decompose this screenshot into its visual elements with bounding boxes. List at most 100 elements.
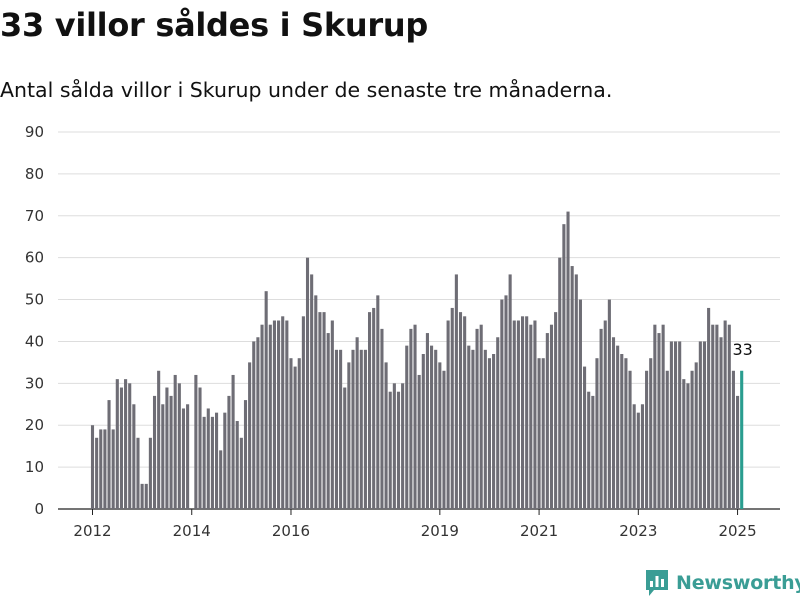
bar[interactable] bbox=[471, 349, 475, 509]
bar[interactable] bbox=[99, 429, 103, 509]
bar[interactable] bbox=[330, 320, 334, 510]
bar[interactable] bbox=[520, 316, 525, 509]
bar[interactable] bbox=[727, 324, 731, 509]
bar[interactable] bbox=[177, 383, 181, 509]
bar[interactable] bbox=[611, 337, 616, 509]
bar[interactable] bbox=[698, 341, 702, 509]
bar[interactable] bbox=[694, 362, 698, 509]
bar[interactable] bbox=[537, 358, 541, 509]
bar[interactable] bbox=[289, 358, 293, 509]
bar[interactable] bbox=[421, 354, 425, 509]
bar[interactable] bbox=[277, 320, 281, 510]
bar[interactable] bbox=[566, 211, 570, 510]
bar[interactable] bbox=[157, 370, 161, 509]
bar[interactable] bbox=[103, 429, 107, 509]
bar[interactable] bbox=[339, 349, 343, 509]
bar-highlighted[interactable] bbox=[740, 370, 744, 509]
bar[interactable] bbox=[549, 324, 554, 509]
bar[interactable] bbox=[595, 358, 599, 509]
bar[interactable] bbox=[318, 312, 322, 509]
bar[interactable] bbox=[202, 416, 206, 509]
bar[interactable] bbox=[260, 324, 264, 509]
bar[interactable] bbox=[206, 408, 210, 509]
bar[interactable] bbox=[487, 358, 492, 509]
bar[interactable] bbox=[719, 337, 723, 509]
bar[interactable] bbox=[591, 395, 595, 509]
bar[interactable] bbox=[425, 333, 429, 509]
bar[interactable] bbox=[570, 266, 574, 509]
bar[interactable] bbox=[649, 358, 653, 509]
bar[interactable] bbox=[467, 345, 471, 509]
bar[interactable] bbox=[165, 387, 169, 509]
bar[interactable] bbox=[161, 404, 165, 509]
bar[interactable] bbox=[90, 425, 95, 509]
bar[interactable] bbox=[252, 341, 256, 509]
bar[interactable] bbox=[396, 391, 401, 509]
bar[interactable] bbox=[124, 379, 128, 509]
bar[interactable] bbox=[475, 328, 479, 509]
bar[interactable] bbox=[690, 370, 694, 509]
bar[interactable] bbox=[661, 324, 665, 509]
bar[interactable] bbox=[578, 299, 582, 509]
bar[interactable] bbox=[310, 274, 314, 509]
bar[interactable] bbox=[392, 383, 396, 509]
bar[interactable] bbox=[430, 345, 434, 509]
bar[interactable] bbox=[434, 349, 438, 509]
bar[interactable] bbox=[140, 483, 144, 509]
bar[interactable] bbox=[173, 374, 177, 509]
bar[interactable] bbox=[227, 395, 231, 509]
bar[interactable] bbox=[243, 400, 248, 509]
bar[interactable] bbox=[562, 224, 566, 509]
bar[interactable] bbox=[678, 341, 682, 509]
bar[interactable] bbox=[686, 383, 690, 509]
bar[interactable] bbox=[454, 274, 458, 509]
bar[interactable] bbox=[574, 274, 578, 509]
bar[interactable] bbox=[665, 370, 669, 509]
bar[interactable] bbox=[148, 437, 152, 509]
bar[interactable] bbox=[384, 362, 388, 509]
bar[interactable] bbox=[599, 328, 603, 509]
bar[interactable] bbox=[111, 429, 115, 509]
bar[interactable] bbox=[363, 349, 367, 509]
bar[interactable] bbox=[128, 383, 132, 509]
bar[interactable] bbox=[326, 333, 330, 509]
bar[interactable] bbox=[516, 320, 520, 510]
bar[interactable] bbox=[235, 421, 239, 509]
bar[interactable] bbox=[409, 328, 413, 509]
bar[interactable] bbox=[512, 320, 516, 510]
bar[interactable] bbox=[607, 299, 611, 509]
bar[interactable] bbox=[186, 404, 190, 509]
bar[interactable] bbox=[554, 312, 558, 509]
bar[interactable] bbox=[95, 437, 99, 509]
bar[interactable] bbox=[169, 395, 173, 509]
bar[interactable] bbox=[657, 333, 661, 509]
bar[interactable] bbox=[144, 483, 148, 509]
bar[interactable] bbox=[669, 341, 673, 509]
newsworthy-logo[interactable]: Newsworthy bbox=[644, 568, 800, 598]
bar[interactable] bbox=[334, 349, 339, 509]
bar[interactable] bbox=[558, 257, 562, 509]
bar[interactable] bbox=[239, 437, 243, 509]
bar[interactable] bbox=[351, 349, 355, 509]
bar[interactable] bbox=[181, 408, 186, 509]
bar[interactable] bbox=[541, 358, 545, 509]
bar[interactable] bbox=[388, 391, 392, 509]
bar[interactable] bbox=[194, 374, 198, 509]
bar[interactable] bbox=[322, 312, 326, 509]
bar[interactable] bbox=[372, 307, 376, 509]
bar[interactable] bbox=[702, 341, 707, 509]
bar[interactable] bbox=[673, 341, 678, 509]
bar[interactable] bbox=[107, 400, 111, 509]
bar[interactable] bbox=[624, 358, 628, 509]
bar[interactable] bbox=[458, 312, 463, 509]
bar[interactable] bbox=[438, 362, 442, 509]
bar[interactable] bbox=[533, 320, 537, 510]
bar[interactable] bbox=[463, 316, 467, 509]
bar[interactable] bbox=[119, 387, 123, 509]
bar[interactable] bbox=[640, 404, 645, 509]
bar[interactable] bbox=[616, 345, 620, 509]
bar[interactable] bbox=[529, 324, 533, 509]
bar[interactable] bbox=[632, 404, 636, 509]
bar[interactable] bbox=[413, 324, 417, 509]
bar[interactable] bbox=[731, 370, 735, 509]
